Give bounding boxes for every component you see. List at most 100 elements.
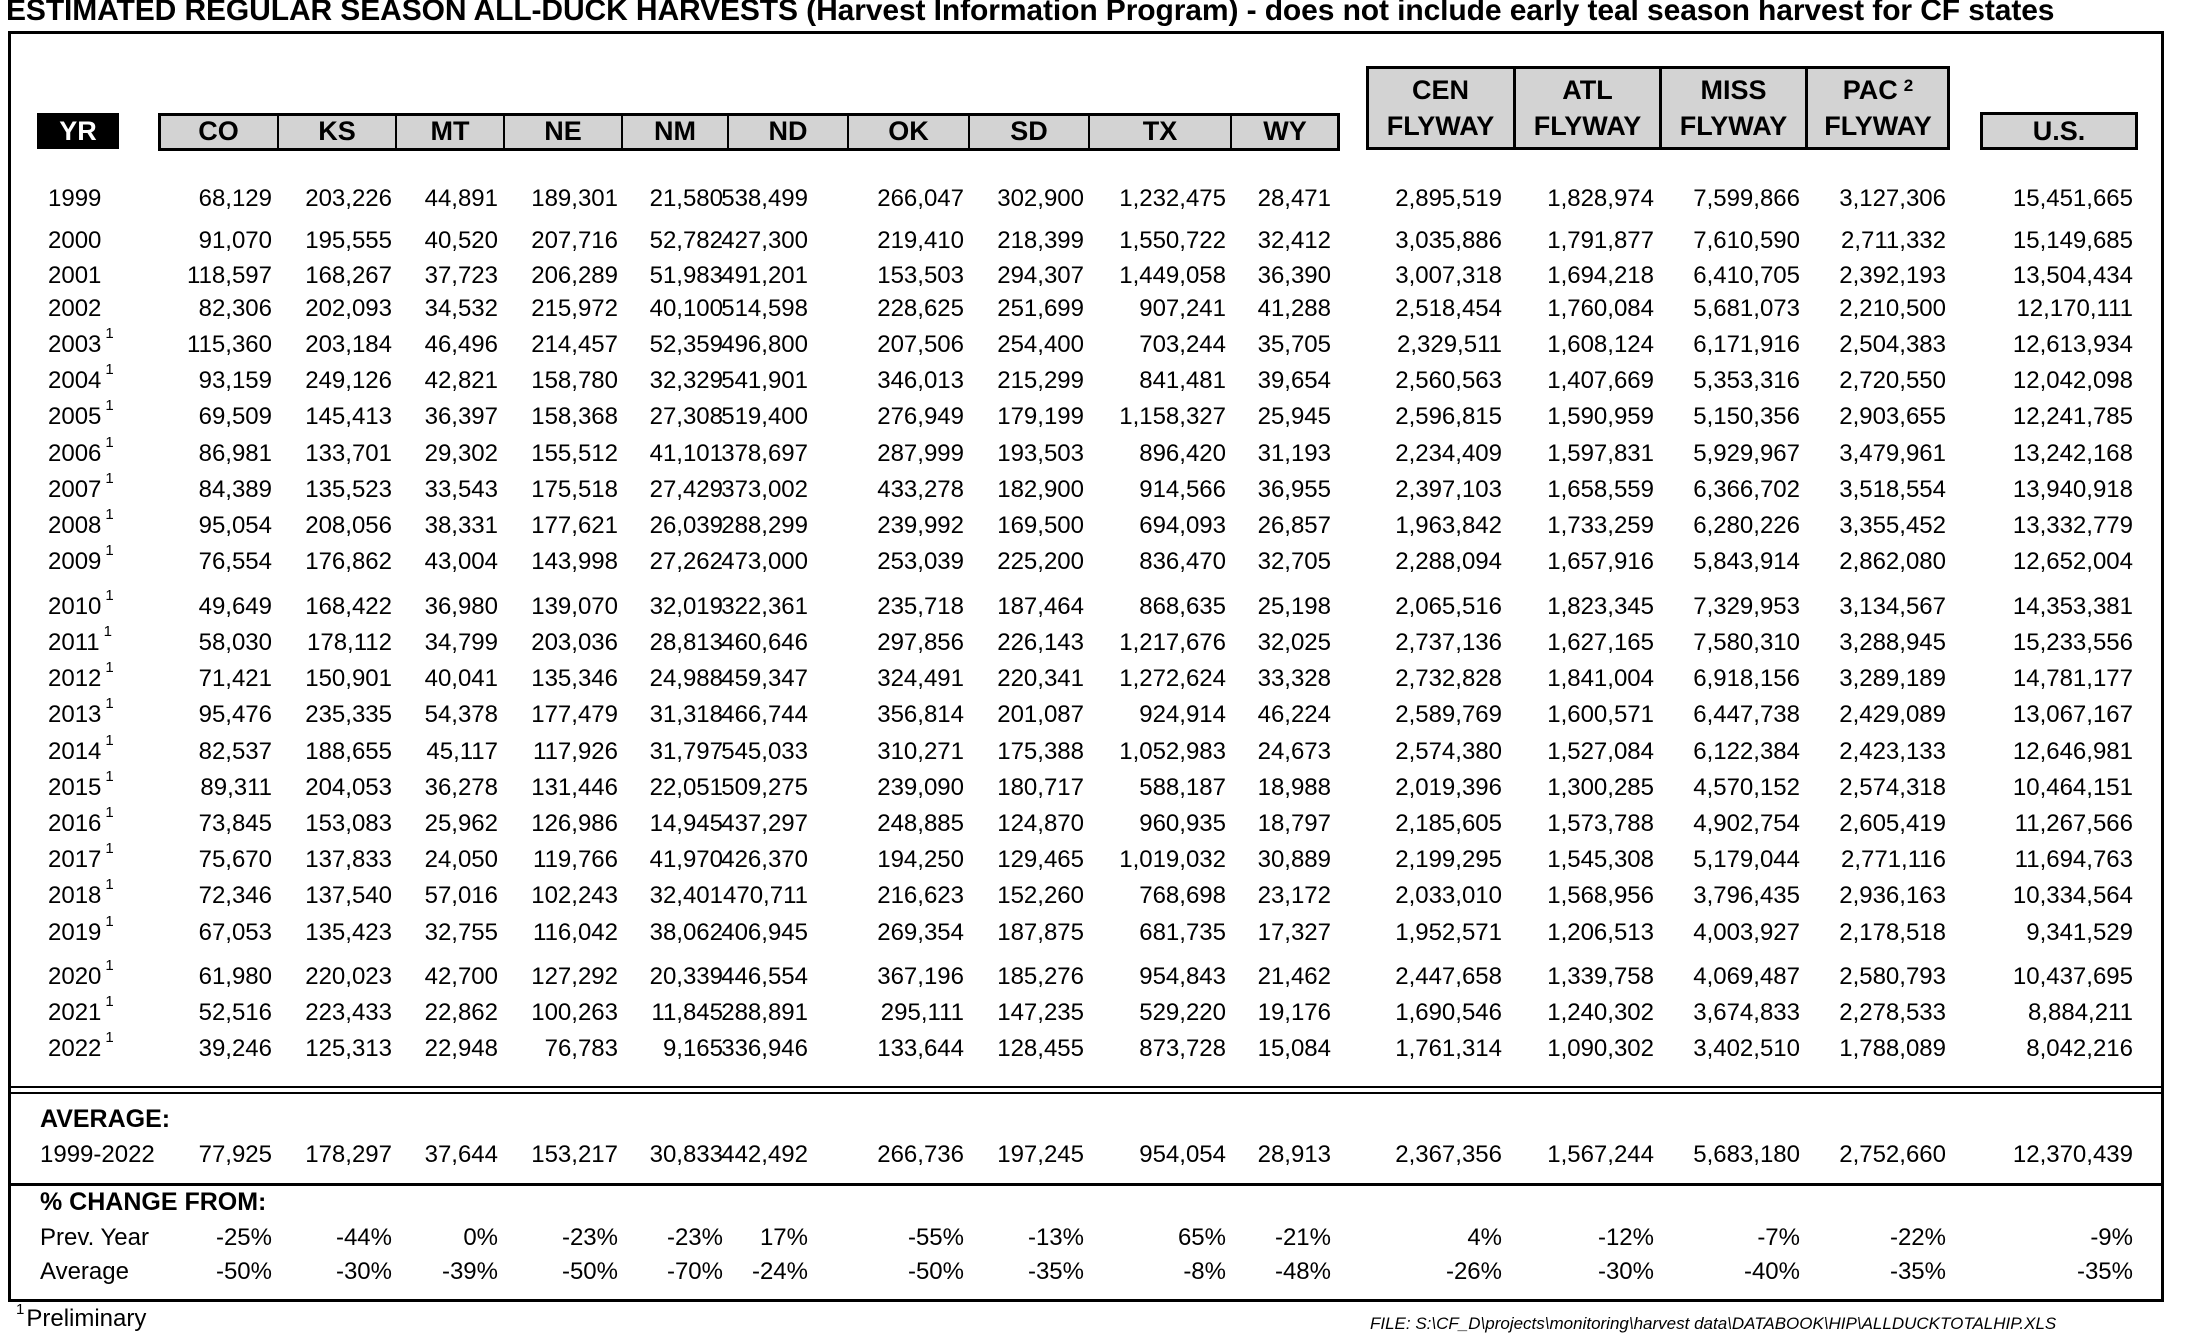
table-cell: 25,198 <box>1257 593 1331 620</box>
table-cell: 158,368 <box>531 403 618 430</box>
table-cell: 175,388 <box>997 738 1084 765</box>
table-cell: 139,070 <box>531 593 618 620</box>
table-row: 2021 1 52,516 223,433 22,862 100,263 11,845 288… <box>0 993 2189 1031</box>
preliminary-marker: 1 <box>105 957 114 974</box>
preliminary-marker: 1 <box>105 397 114 414</box>
table-cell: 37,723 <box>424 262 498 289</box>
table-cell: 135,423 <box>305 919 392 946</box>
table-cell: 15,084 <box>1257 1035 1331 1062</box>
table-cell: 1,791,877 <box>1547 227 1654 254</box>
header-state-co: CO <box>198 116 239 146</box>
header-state-mt: MT <box>395 116 503 148</box>
table-cell: 24,988 <box>649 665 723 692</box>
header-us: U.S. <box>1980 112 2138 150</box>
table-cell: 545,033 <box>721 738 808 765</box>
table-cell: 4,902,754 <box>1693 810 1800 837</box>
flyways-header-group <box>1366 66 1950 150</box>
table-cell: 17% <box>759 1224 808 1251</box>
table-cell: 2,737,136 <box>1395 629 1502 656</box>
table-cell: 40,100 <box>649 295 723 322</box>
table-cell: -39% <box>441 1258 498 1285</box>
table-cell: 214,457 <box>531 331 618 358</box>
table-cell: 1,240,302 <box>1547 999 1654 1026</box>
table-cell: 188,655 <box>305 738 392 765</box>
table-cell: 15,451,665 <box>2012 185 2133 212</box>
row-label-text: 1999-2022 <box>40 1141 155 1168</box>
table-cell: 13,504,434 <box>2012 262 2133 289</box>
table-cell: 75,670 <box>198 846 272 873</box>
table-cell: 346,013 <box>877 367 964 394</box>
table-cell: 836,470 <box>1139 548 1226 575</box>
table-cell: 7,599,866 <box>1693 185 1800 212</box>
row-label-text: 2007 <box>48 476 102 503</box>
table-cell: 36,278 <box>424 774 498 801</box>
table-cell: 6,171,916 <box>1693 331 1800 358</box>
table-cell: 73,845 <box>198 810 272 837</box>
table-cell: 1,761,314 <box>1395 1035 1502 1062</box>
table-cell: 175,518 <box>531 476 618 503</box>
table-cell: -30% <box>335 1258 392 1285</box>
table-cell: 1,300,285 <box>1547 774 1654 801</box>
table-row: 2005 1 69,509 145,413 36,397 158,368 27,308 519… <box>0 397 2189 435</box>
row-label: 2021 1 <box>48 993 114 1027</box>
table-cell: 8,884,211 <box>2028 999 2133 1026</box>
table-cell: 117,926 <box>533 738 618 765</box>
file-path: FILE: S:\CF_D\projects\monitoring\harves… <box>1370 1314 2057 1333</box>
table-cell: 95,476 <box>198 701 272 728</box>
table-cell: 93,159 <box>198 367 272 394</box>
table-cell: 3,402,510 <box>1693 1035 1800 1062</box>
table-cell: 1,627,165 <box>1547 629 1654 656</box>
table-cell: 45,117 <box>426 738 498 765</box>
table-cell: 18,797 <box>1257 810 1331 837</box>
table-cell: 2,518,454 <box>1395 295 1502 322</box>
table-cell: 52,516 <box>198 999 272 1026</box>
change-row: Average -50% -30% -39% -50% -70% -24% -50% -35% -… <box>0 1258 2189 1290</box>
table-cell: 11,694,763 <box>2014 846 2133 873</box>
table-cell: -35% <box>2076 1258 2133 1285</box>
table-cell: 297,856 <box>877 629 964 656</box>
table-cell: 406,945 <box>721 919 808 946</box>
table-cell: 8,042,216 <box>2026 1035 2133 1062</box>
table-cell: 6,447,738 <box>1693 701 1800 728</box>
table-row: 2022 1 39,246 125,313 22,948 76,783 9,165 336,9… <box>0 1029 2189 1067</box>
table-cell: 129,465 <box>997 846 1084 873</box>
table-cell: 310,271 <box>877 738 964 765</box>
table-cell: 2,752,660 <box>1839 1141 1946 1168</box>
preliminary-marker: 1 <box>105 876 114 893</box>
table-cell: 6,410,705 <box>1693 262 1800 289</box>
row-label: 2003 1 <box>48 325 114 359</box>
table-cell: 22,948 <box>424 1035 498 1062</box>
table-cell: 215,972 <box>531 295 618 322</box>
table-cell: 168,422 <box>305 593 392 620</box>
row-label: 1999 <box>48 185 101 213</box>
table-cell: 2,210,500 <box>1839 295 1946 322</box>
table-cell: 36,397 <box>424 403 498 430</box>
row-label: 2010 1 <box>48 587 114 621</box>
row-label: 2014 1 <box>48 732 114 766</box>
row-label-text: 2010 <box>48 593 102 620</box>
table-cell: 2,367,356 <box>1395 1141 1502 1168</box>
row-label: 2020 1 <box>48 957 114 991</box>
header-state-wy: WY <box>1230 116 1338 148</box>
table-cell: 125,313 <box>305 1035 392 1062</box>
table-cell: 2,234,409 <box>1395 440 1502 467</box>
table-cell: 446,554 <box>721 963 808 990</box>
table-cell: 11,267,566 <box>2014 810 2133 837</box>
table-cell: 1,694,218 <box>1547 262 1654 289</box>
table-cell: 3,289,189 <box>1839 665 1946 692</box>
table-cell: 95,054 <box>198 512 272 539</box>
row-label: 2006 1 <box>48 434 114 468</box>
row-label: 2007 1 <box>48 470 114 504</box>
table-cell: 433,278 <box>877 476 964 503</box>
table-cell: 2,580,793 <box>1839 963 1946 990</box>
table-row: 2018 1 72,346 137,540 57,016 102,243 32,401 470… <box>0 876 2189 914</box>
table-row: 2019 1 67,053 135,423 32,755 116,042 38,062 406… <box>0 913 2189 951</box>
table-cell: 12,170,111 <box>2016 295 2133 322</box>
table-cell: 470,711 <box>723 882 808 909</box>
table-cell: 529,220 <box>1139 999 1226 1026</box>
table-row: 2010 1 49,649 168,422 36,980 139,070 32,019 322… <box>0 587 2189 625</box>
row-label: 2011 1 <box>48 623 112 657</box>
table-cell: 40,520 <box>424 227 498 254</box>
table-cell: 185,276 <box>997 963 1084 990</box>
table-cell: 6,280,226 <box>1693 512 1800 539</box>
